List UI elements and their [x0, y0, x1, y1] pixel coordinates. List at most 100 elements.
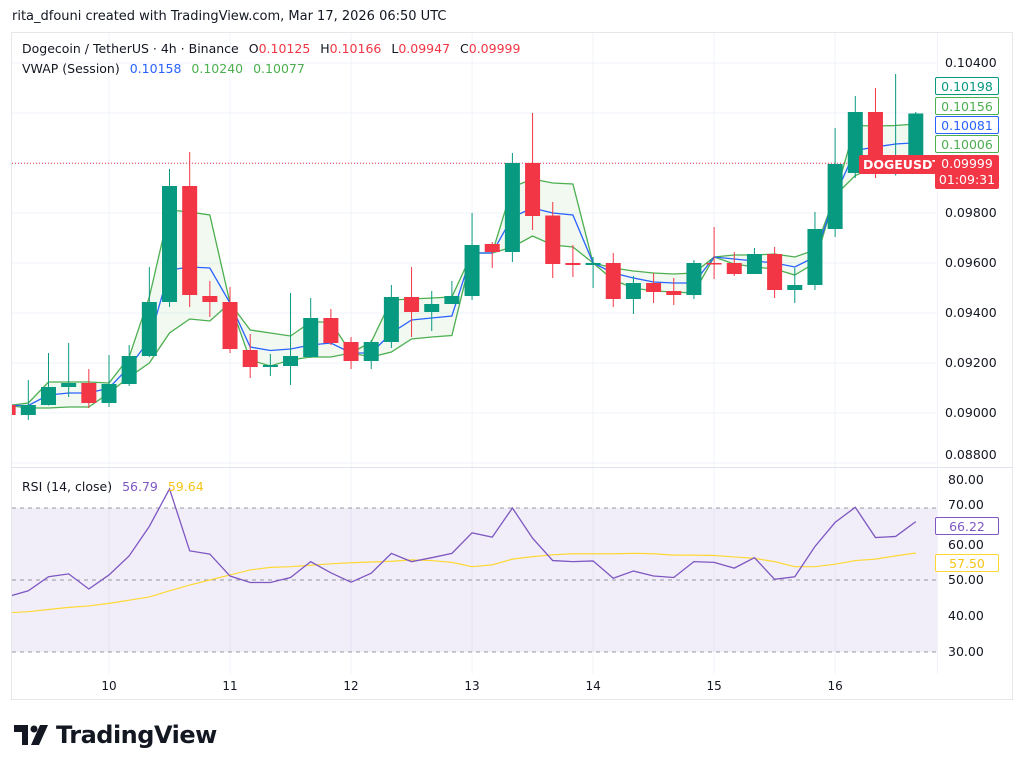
candle-body	[162, 186, 178, 302]
x-tick-label: 12	[343, 679, 358, 693]
vwap-lower-line	[12, 160, 916, 409]
price-tick-label: 0.10400	[945, 55, 997, 70]
symbol-legend: Dogecoin / TetherUS · 4h · Binance O0.10…	[22, 41, 520, 56]
x-tick-label: 14	[585, 679, 600, 693]
rsi-band-area	[12, 507, 937, 653]
candle-body	[625, 283, 641, 299]
rsi-line	[12, 487, 917, 597]
chart-frame	[11, 32, 1013, 700]
axes: 10 11 12 13 14 15 16 0.10400 0.09800 0.09600 0.094…	[101, 55, 996, 693]
rsi-pane	[12, 487, 917, 614]
candle-body	[726, 263, 742, 274]
candle-body	[585, 263, 601, 265]
grid	[12, 33, 1012, 674]
vwap-title: VWAP (Session)	[22, 61, 120, 76]
candle-body	[424, 304, 440, 312]
rsi-tick-label: 60.00	[948, 537, 984, 552]
logo-text: TradingView	[56, 721, 217, 749]
candle-body	[484, 244, 500, 252]
price-tick-label: 0.09000	[945, 405, 997, 420]
rsi-tick-label: 70.00	[948, 497, 984, 512]
price-tick-label: 0.08800	[945, 447, 997, 462]
rsi-legend[interactable]: RSI (14, close) 56.79 59.64	[22, 479, 204, 494]
rsi-title: RSI (14, close)	[22, 479, 113, 494]
candle-body	[605, 263, 621, 299]
vwap-mid-value: 0.10158	[129, 61, 182, 76]
low-label: L	[391, 41, 399, 56]
price-pane	[12, 74, 937, 420]
candle-body	[706, 263, 722, 265]
candle-body	[746, 254, 762, 274]
candle-body	[363, 342, 379, 361]
candle-body	[464, 245, 480, 296]
vwap-upper-value: 0.10240	[191, 61, 244, 76]
candle-body	[81, 383, 97, 403]
candle-body	[504, 163, 520, 252]
vwap-upper-badge: 0.10156	[935, 97, 999, 115]
price-badge-high: 0.10198	[935, 77, 999, 95]
tradingview-logo[interactable]: TradingView	[14, 721, 217, 749]
candle-body	[807, 229, 823, 285]
symbol-badge: DOGEUSDT	[859, 155, 945, 174]
vwap-line	[12, 142, 916, 407]
low-value: 0.09947	[398, 41, 451, 56]
price-tick-label: 0.09800	[945, 205, 997, 220]
price-tick-label: 0.09600	[945, 255, 997, 270]
rsi-tick-label: 40.00	[948, 608, 984, 623]
candle-body	[20, 405, 36, 415]
rsi-value: 56.79	[122, 479, 158, 494]
x-tick-label: 15	[706, 679, 721, 693]
candle-body	[121, 356, 137, 384]
price-tick-label: 0.09200	[945, 355, 997, 370]
candle-body	[686, 263, 702, 295]
last-price: 0.09999	[941, 156, 993, 171]
x-tick-label: 11	[222, 679, 237, 693]
open-value: 0.10125	[258, 41, 311, 56]
vwap-lower-badge: 0.10006	[935, 135, 999, 153]
close-label: C	[460, 41, 469, 56]
rsi-ma-line	[12, 552, 916, 614]
candle-body	[141, 302, 157, 356]
candle-body	[303, 318, 319, 357]
candle-body	[767, 254, 783, 290]
candle-body	[202, 296, 218, 302]
candle-body	[827, 164, 843, 229]
candle-body	[908, 113, 924, 166]
candle-body	[787, 285, 803, 290]
vwap-upper-line	[12, 123, 916, 406]
candle-body	[323, 318, 339, 343]
candle-body	[101, 384, 117, 403]
rsi-ma-value: 59.64	[167, 479, 204, 494]
high-label: H	[320, 41, 330, 56]
candle-body	[242, 350, 258, 367]
candle-body	[12, 405, 16, 415]
rsi-ma-badge: 57.50	[935, 554, 999, 572]
rsi-badge: 66.22	[935, 517, 999, 535]
symbol-title: Dogecoin / TetherUS · 4h · Binance	[22, 41, 239, 56]
candle-body	[343, 342, 359, 361]
x-tick-label: 16	[827, 679, 842, 693]
candle-body	[262, 365, 278, 367]
vwap-legend[interactable]: VWAP (Session) 0.10158 0.10240 0.10077	[22, 61, 305, 76]
close-value: 0.09999	[468, 41, 521, 56]
candle-body	[283, 356, 299, 366]
vwap-lower-value: 0.10077	[253, 61, 305, 76]
candle-body	[383, 297, 399, 342]
rsi-tick-label: 80.00	[948, 472, 984, 487]
rsi-tick-label: 30.00	[948, 644, 984, 659]
price-tick-label: 0.09400	[945, 305, 997, 320]
x-tick-label: 10	[101, 679, 116, 693]
candle-body	[40, 387, 56, 405]
x-tick-label: 13	[464, 679, 479, 693]
open-label: O	[248, 41, 259, 56]
candle-body	[61, 383, 77, 387]
candle-body	[182, 186, 198, 295]
vwap-mid-badge: 0.10081	[935, 116, 999, 134]
candle-body	[525, 163, 541, 216]
candle-body	[646, 283, 662, 292]
bar-countdown: 01:09:31	[938, 172, 996, 187]
high-value: 0.10166	[329, 41, 382, 56]
candle-body	[545, 215, 561, 264]
candle-body	[666, 291, 682, 295]
